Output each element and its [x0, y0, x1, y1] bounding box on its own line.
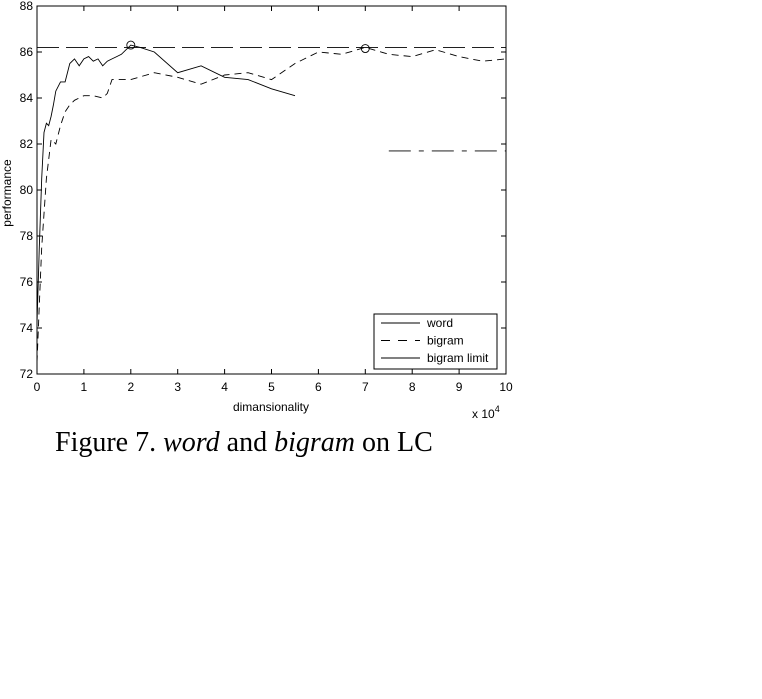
x-tick-label: 0	[34, 380, 41, 394]
marker-layer	[126, 40, 370, 53]
y-tick-label: 74	[20, 321, 34, 335]
y-tick-label: 72	[20, 367, 34, 381]
caption-bigram: bigram	[274, 427, 355, 458]
x-multiplier-exponent: 4	[495, 404, 500, 414]
x-tick-label: 7	[362, 380, 369, 394]
plot-area-frame	[36, 5, 507, 375]
y-tick-label: 84	[20, 91, 34, 105]
series-line-word	[36, 44, 296, 324]
x-tick-label: 4	[221, 380, 228, 394]
series-layer	[36, 44, 507, 363]
x-tick-label: 9	[456, 380, 463, 394]
x-tick-label: 6	[315, 380, 322, 394]
x-tick-label: 8	[409, 380, 416, 394]
x-tick-label: 2	[127, 380, 134, 394]
legend-label: bigram	[427, 334, 464, 348]
x-tick-label: 10	[499, 380, 513, 394]
legend: word bigram bigram limit	[373, 313, 498, 370]
x-axis: 0 1 2 3 4 5 6 7 8 9 10	[34, 6, 513, 394]
circle-marker	[360, 44, 370, 53]
y-tick-label: 80	[20, 183, 34, 197]
y-tick-label: 86	[20, 45, 34, 59]
y-tick-label: 88	[20, 0, 34, 13]
caption-word: word	[163, 427, 220, 458]
y-axis: 72 74 76 78 80 82 84 86 88	[20, 0, 506, 381]
y-tick-label: 76	[20, 275, 34, 289]
x-tick-label: 5	[268, 380, 275, 394]
y-axis-title: performance	[0, 159, 14, 227]
y-tick-label: 78	[20, 229, 34, 243]
legend-label: word	[426, 316, 453, 330]
caption-and: and	[219, 427, 275, 458]
x-tick-label: 3	[174, 380, 181, 394]
x-tick-label: 1	[81, 380, 88, 394]
legend-label: bigram limit	[427, 351, 489, 365]
x-multiplier-base: x 10	[472, 407, 495, 421]
caption-prefix: Figure 7.	[55, 427, 164, 458]
caption-suffix: on LC	[355, 427, 433, 458]
y-tick-label: 82	[20, 137, 34, 151]
figure-caption: Figure 7. word and bigram on LC	[55, 426, 433, 460]
x-axis-title: dimansionality	[233, 400, 309, 414]
circle-marker	[126, 40, 136, 50]
x-multiplier-label: x 104	[472, 404, 500, 421]
